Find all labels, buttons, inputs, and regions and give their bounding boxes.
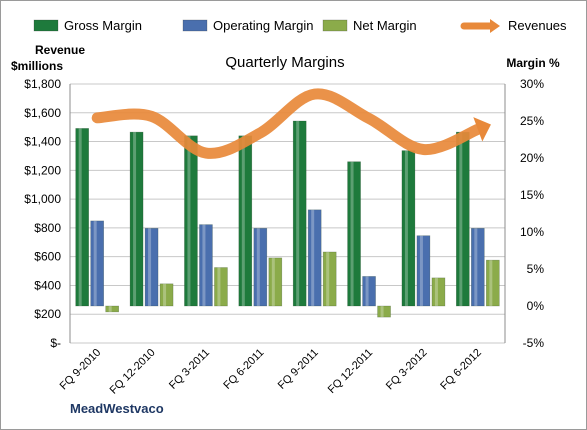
revenues-legend-arrow — [490, 19, 500, 33]
left-tick-label: $- — [50, 336, 61, 350]
operating-margin-legend-label: Operating Margin — [213, 18, 313, 33]
operating-margin-bar-highlight — [419, 235, 423, 306]
left-tick-label: $800 — [34, 221, 61, 235]
left-tick-label: $400 — [34, 278, 61, 292]
gross-margin-bar — [292, 120, 307, 307]
right-tick-label: 30% — [520, 77, 544, 91]
operating-margin-bar — [471, 228, 485, 307]
gross-margin-bar-highlight — [296, 121, 300, 306]
left-tick-label: $1,600 — [24, 106, 61, 120]
net-margin-bar-highlight — [108, 306, 112, 312]
gross-margin-legend-swatch — [33, 19, 59, 32]
gross-margin-bar-highlight — [133, 132, 137, 306]
right-tick-label: 5% — [527, 262, 545, 276]
gross-margin-bar-highlight — [187, 135, 191, 306]
operating-margin-bar — [90, 220, 104, 307]
right-tick-label: 20% — [520, 151, 544, 165]
gross-margin-bar — [184, 135, 198, 307]
gross-margin-bar-highlight — [241, 135, 245, 306]
net-margin-bar-highlight — [163, 283, 167, 306]
operating-margin-bar — [144, 228, 159, 307]
net-margin-bar — [105, 305, 119, 313]
left-tick-label: $600 — [34, 250, 61, 264]
gross-margin-bar — [401, 150, 416, 307]
operating-margin-bar-highlight — [256, 228, 260, 306]
operating-margin-bar-highlight — [311, 209, 315, 306]
left-tick-label: $1,200 — [24, 163, 61, 177]
revenues-legend-label: Revenues — [508, 18, 567, 33]
net-margin-bar-highlight — [434, 277, 438, 306]
operating-margin-bar — [253, 228, 268, 307]
net-margin-legend-swatch — [322, 19, 348, 32]
left-tick-label: $200 — [34, 307, 61, 321]
operating-margin-bar — [416, 235, 431, 307]
right-tick-label: 15% — [520, 188, 544, 202]
left-axis-title-line2: $millions — [11, 59, 63, 73]
net-margin-bar — [431, 277, 446, 307]
operating-margin-bar-highlight — [93, 220, 97, 306]
net-margin-bar-highlight — [326, 251, 330, 306]
gross-margin-legend-label: Gross Margin — [64, 18, 142, 33]
bars-layer — [75, 120, 500, 318]
gross-margin-bar — [347, 161, 361, 307]
left-axis-title-line1: Revenue — [35, 43, 85, 57]
net-margin-bar-highlight — [217, 267, 221, 306]
right-tick-label: 10% — [520, 225, 544, 239]
gross-margin-bar-highlight — [78, 128, 82, 306]
operating-margin-bar-highlight — [148, 228, 152, 306]
left-tick-label: $1,800 — [24, 77, 61, 91]
operating-margin-bar-highlight — [365, 276, 369, 306]
right-tick-label: -5% — [523, 336, 545, 350]
gross-margin-bar — [75, 128, 89, 307]
gross-margin-bar-highlight — [459, 132, 463, 306]
gross-margin-bar — [456, 131, 470, 307]
operating-margin-bar — [362, 276, 376, 307]
gross-margin-bar — [129, 131, 144, 307]
chart-title: Quarterly Margins — [225, 54, 344, 71]
gross-margin-bar-highlight — [350, 161, 354, 306]
right-axis-title: Margin % — [506, 56, 560, 70]
operating-margin-bar — [199, 224, 213, 307]
net-margin-bar — [214, 267, 228, 307]
company-name: MeadWestvaco — [70, 401, 164, 416]
operating-margin-bar-highlight — [202, 224, 206, 306]
legend: Gross Margin Operating Margin Net Margin Re… — [33, 18, 567, 33]
gross-margin-bar — [238, 135, 253, 307]
left-tick-label: $1,000 — [24, 192, 61, 206]
operating-margin-bar-highlight — [474, 228, 478, 306]
operating-margin-legend-swatch — [182, 19, 208, 32]
operating-margin-bar — [307, 209, 322, 307]
revenue-line-layer — [91, 88, 491, 159]
net-margin-bar — [486, 259, 500, 307]
net-margin-bar — [322, 251, 337, 307]
left-tick-label: $1,400 — [24, 135, 61, 149]
revenues-line — [91, 88, 484, 159]
revenues-line-arrowhead — [473, 117, 491, 142]
right-tick-label: 0% — [527, 299, 545, 313]
net-margin-bar — [377, 305, 391, 318]
net-margin-bar-highlight — [380, 306, 384, 318]
net-margin-bar-highlight — [489, 260, 493, 306]
net-margin-bar-highlight — [271, 257, 275, 306]
net-margin-legend-label: Net Margin — [353, 18, 417, 33]
gross-margin-bar-highlight — [404, 150, 408, 306]
net-margin-bar — [268, 257, 283, 307]
right-tick-label: 25% — [520, 114, 544, 128]
net-margin-bar — [159, 283, 174, 307]
